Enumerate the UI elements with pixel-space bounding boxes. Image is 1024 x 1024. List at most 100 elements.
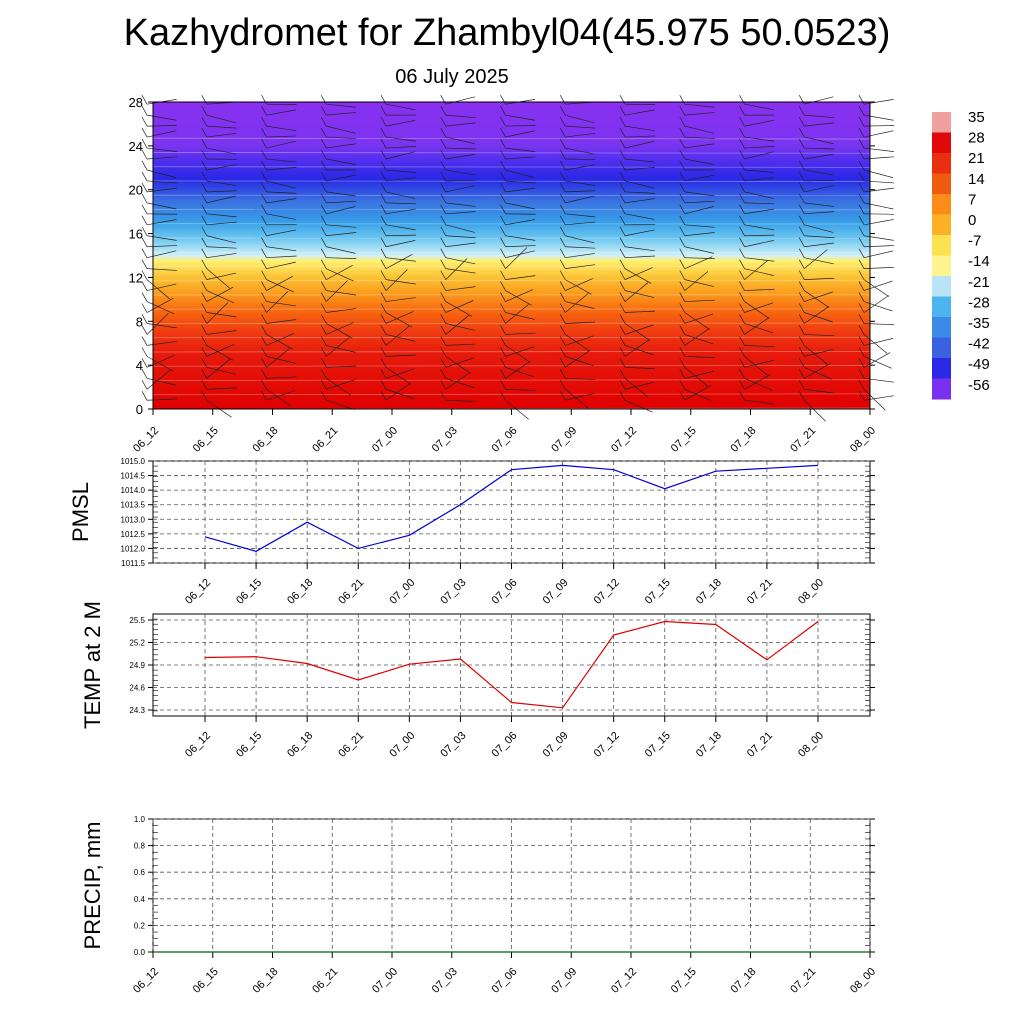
wind-barb-feather bbox=[261, 358, 267, 368]
wind-barb-feather bbox=[739, 270, 745, 280]
isotherm-line bbox=[152, 379, 871, 381]
wind-barb-feather bbox=[141, 358, 148, 368]
y-tick-label: 24 bbox=[129, 139, 143, 154]
wind-barb-feather bbox=[679, 314, 686, 324]
wind-barb-feather bbox=[739, 237, 745, 247]
wind-barb-feather bbox=[739, 369, 745, 379]
wind-barb-feather bbox=[619, 314, 626, 324]
wind-barb-feather bbox=[141, 270, 148, 280]
wind-barb-feather bbox=[679, 325, 686, 335]
wind-barb-staff bbox=[863, 156, 894, 160]
wind-barb-staff bbox=[146, 341, 177, 346]
wind-barb-staff bbox=[146, 297, 174, 313]
wind-barb-staff bbox=[624, 268, 652, 284]
wind-barb-feather bbox=[320, 292, 327, 302]
wind-barb-staff bbox=[385, 354, 416, 357]
wind-barb-staff bbox=[206, 358, 231, 379]
wind-barb-staff bbox=[505, 346, 535, 357]
wind-barb-feather bbox=[739, 105, 745, 116]
wind-barb-feather bbox=[201, 182, 208, 193]
wind-barb-feather bbox=[440, 193, 447, 204]
isotherm-line bbox=[152, 336, 871, 339]
wind-barb-feather bbox=[320, 193, 327, 204]
x-tick-label: 07_06 bbox=[490, 425, 520, 455]
wind-barb-feather bbox=[201, 281, 208, 291]
wind-barb-staff bbox=[326, 200, 357, 204]
wind-barb-feather bbox=[440, 149, 447, 160]
wind-barb-feather bbox=[320, 95, 327, 105]
wind-barb-feather bbox=[261, 226, 267, 236]
wind-barb-staff bbox=[445, 268, 476, 274]
y-tick-label: 12 bbox=[129, 270, 143, 285]
wind-barb-staff bbox=[565, 114, 595, 124]
wind-barb-staff bbox=[744, 151, 774, 160]
wind-barb-feather bbox=[440, 347, 447, 357]
wind-barb-staff bbox=[445, 96, 475, 105]
wind-barb-staff bbox=[624, 399, 653, 413]
x-tick-label: 06_18 bbox=[251, 425, 281, 455]
wind-barb-feather bbox=[619, 259, 626, 269]
wind-barb-staff bbox=[863, 338, 894, 346]
wind-barb-staff bbox=[326, 125, 356, 134]
wind-barb-staff bbox=[505, 360, 531, 379]
wind-barb-feather bbox=[858, 237, 865, 247]
wind-barb-staff bbox=[266, 246, 297, 252]
wind-barb-feather bbox=[500, 347, 506, 357]
wind-barb-feather bbox=[320, 380, 327, 390]
wind-barb-feather bbox=[559, 215, 566, 225]
pmsl-y-tick-label: 1011.5 bbox=[121, 559, 145, 568]
wind-barb-staff bbox=[863, 323, 894, 326]
wind-barb-staff bbox=[505, 312, 535, 320]
x-tick-label: 08_00 bbox=[848, 425, 878, 455]
wind-barb-feather bbox=[201, 116, 208, 127]
wind-barb-feather bbox=[739, 95, 745, 105]
wind-barb-feather bbox=[320, 325, 327, 335]
wind-barb-feather bbox=[679, 127, 686, 138]
wind-barb-feather bbox=[500, 336, 506, 346]
colorbar-label: -35 bbox=[968, 315, 990, 332]
wind-barb-staff bbox=[206, 132, 237, 138]
temp-y-tick-label: 24.6 bbox=[129, 684, 145, 693]
wind-barb-staff bbox=[326, 379, 355, 390]
wind-barb-staff bbox=[804, 136, 834, 145]
wind-barb-feather bbox=[500, 215, 506, 225]
wind-barb-staff bbox=[624, 246, 655, 252]
wind-barb-staff bbox=[505, 169, 535, 178]
wind-barb-staff bbox=[206, 213, 237, 218]
wind-barb-staff bbox=[445, 114, 476, 119]
wind-barb-feather bbox=[559, 182, 566, 193]
wind-barb-feather bbox=[500, 380, 506, 390]
wind-barb-staff bbox=[266, 191, 297, 194]
pmsl-x-tick-label: 06_18 bbox=[285, 577, 315, 607]
wind-barb-feather bbox=[798, 95, 805, 105]
wind-barb-feather bbox=[440, 325, 447, 335]
wind-barb-staff bbox=[266, 198, 297, 204]
wind-barb-staff bbox=[863, 266, 894, 270]
wind-barb-feather bbox=[320, 138, 327, 149]
wind-barb-feather bbox=[320, 204, 327, 215]
wind-barb-staff bbox=[206, 253, 237, 259]
wind-barb-feather bbox=[440, 248, 447, 258]
precip-y-tick-label: 1.0 bbox=[134, 815, 146, 824]
wind-barb-staff bbox=[624, 125, 655, 132]
temp-y-tick-label: 25.5 bbox=[129, 616, 145, 625]
colorbar-label: -56 bbox=[968, 377, 990, 394]
wind-barb-staff bbox=[326, 268, 354, 282]
wind-barb-feather bbox=[679, 171, 686, 182]
wind-barb-staff bbox=[445, 185, 476, 193]
wind-barb-feather bbox=[440, 358, 447, 368]
wind-barb-staff bbox=[684, 385, 712, 401]
wind-barb-staff bbox=[326, 143, 356, 149]
wind-barb-feather bbox=[320, 215, 327, 225]
wind-barb-staff bbox=[266, 261, 296, 269]
wind-barb-feather bbox=[380, 95, 387, 105]
wind-barb-feather bbox=[440, 95, 447, 105]
wind-barb-staff bbox=[863, 389, 886, 411]
wind-barb-staff bbox=[445, 286, 476, 291]
wind-barb-feather bbox=[261, 105, 267, 116]
wind-barb-feather bbox=[739, 336, 745, 346]
wind-barb-feather bbox=[858, 303, 865, 313]
wind-barb-feather bbox=[500, 171, 506, 182]
wind-barb-feather bbox=[858, 193, 865, 204]
wind-barb-feather bbox=[500, 182, 506, 193]
